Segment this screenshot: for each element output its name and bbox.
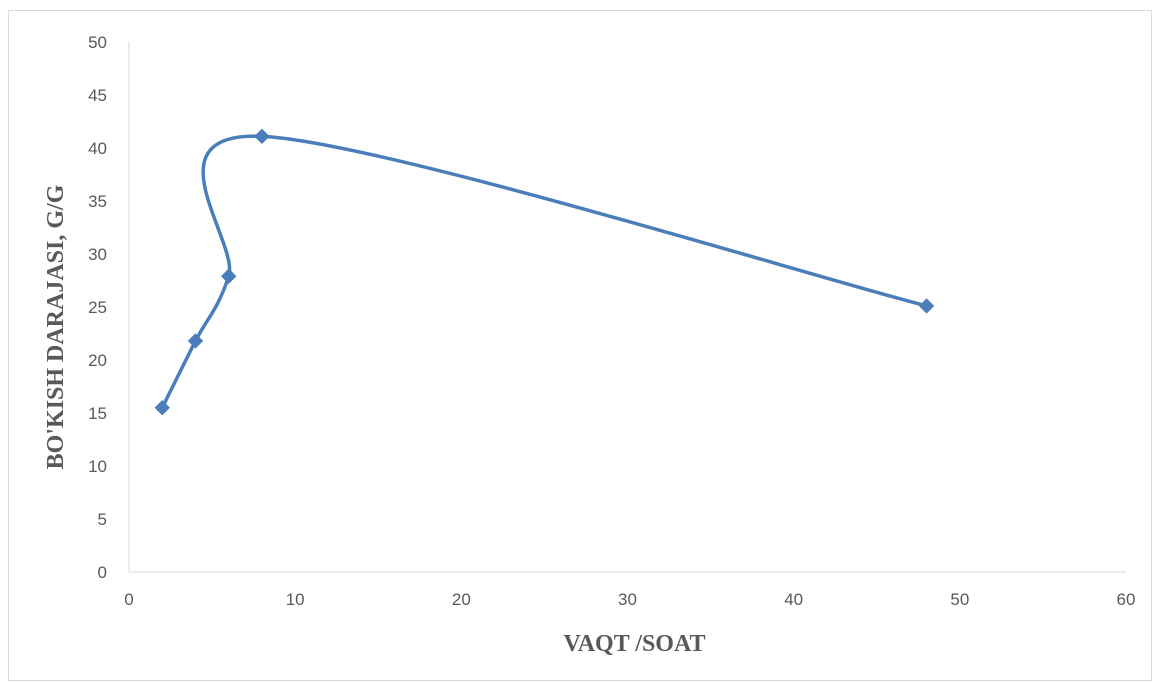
y-tick-label: 35: [88, 192, 107, 211]
axes: [128, 42, 1126, 573]
x-axis-title: VAQT /SOAT: [563, 631, 705, 657]
chart-frame: 0 10 20 30 40 50 60 0 5 10 15 20 25 30 35 40 45 50 VAQT …: [8, 10, 1152, 681]
data-point: [154, 399, 170, 416]
y-axis-title: BO'KISH DARAJASI, G/G: [43, 184, 69, 469]
y-tick-label: 45: [88, 86, 107, 105]
y-tick-label: 30: [88, 245, 107, 264]
series-line: [160, 134, 929, 410]
y-tick-labels: 0 5 10 15 20 25 30 35 40 45 50: [88, 33, 107, 582]
y-tick-label: 50: [88, 33, 107, 52]
x-tick-label: 60: [1117, 590, 1136, 609]
chart: 0 10 20 30 40 50 60 0 5 10 15 20 25 30 35 40 45 50 VAQT …: [43, 33, 1135, 657]
data-point: [187, 333, 204, 349]
y-tick-label: 25: [88, 298, 107, 317]
y-tick-label: 20: [88, 351, 107, 370]
data-point: [220, 268, 237, 284]
data-point: [918, 298, 935, 314]
x-tick-label: 30: [618, 590, 637, 609]
y-tick-label: 0: [98, 563, 107, 582]
series-layer: [154, 128, 935, 416]
data-point: [254, 128, 270, 145]
x-tick-label: 40: [784, 590, 803, 609]
y-tick-label: 40: [88, 139, 107, 158]
x-tick-label: 10: [286, 590, 305, 609]
y-tick-label: 15: [88, 404, 107, 423]
x-tick-label: 50: [950, 590, 969, 609]
x-tick-labels: 0 10 20 30 40 50 60: [124, 590, 1135, 609]
y-tick-label: 10: [88, 457, 107, 476]
x-tick-label: 0: [124, 590, 133, 609]
y-tick-label: 5: [98, 510, 107, 529]
x-tick-label: 20: [452, 590, 471, 609]
